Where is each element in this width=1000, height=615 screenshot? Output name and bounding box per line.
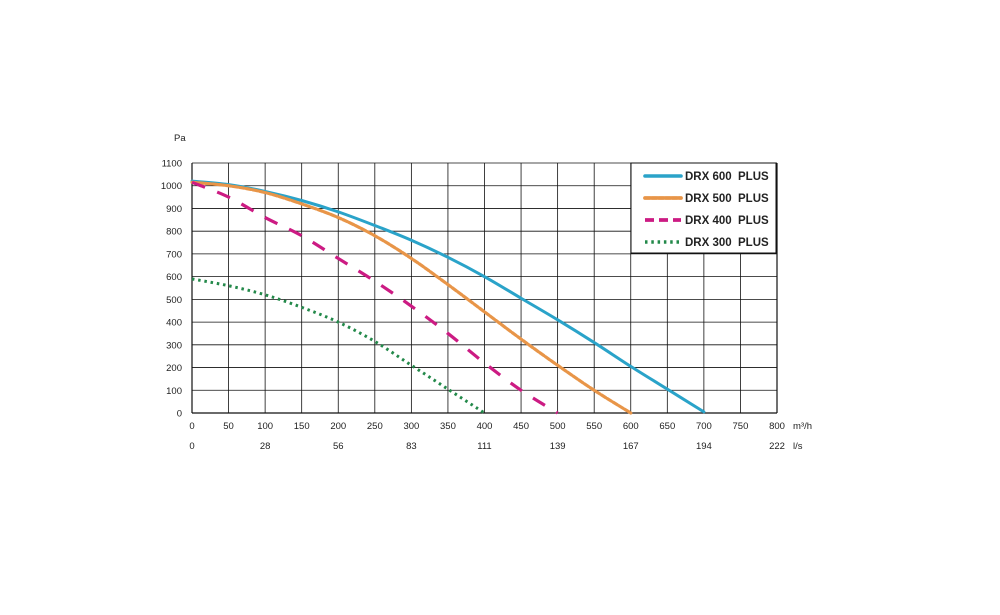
y-axis-ticks: 0 100 200 300 400 500 600 700 800 900 1000 1100 xyxy=(161,159,182,420)
series-line-drx-500 xyxy=(190,180,633,415)
series-lines xyxy=(190,179,706,415)
legend-series-suffix: PLUS xyxy=(738,193,769,205)
y-tick-label: 100 xyxy=(166,386,182,397)
x-tick-label-m3h: 500 xyxy=(550,421,566,432)
legend-series-name: DRX 300 xyxy=(685,237,732,249)
y-tick-label: 1000 xyxy=(161,181,182,192)
series-line-drx-300 xyxy=(191,277,486,415)
x-tick-label-ls: 28 xyxy=(260,441,271,452)
x-tick-label-m3h: 450 xyxy=(513,421,529,432)
legend-box xyxy=(630,162,777,254)
x-tick-label-m3h: 250 xyxy=(367,421,383,432)
x-tick-label-ls: 167 xyxy=(623,441,639,452)
y-tick-label: 1100 xyxy=(162,159,182,170)
legend-series-name: DRX 400 xyxy=(685,215,732,227)
x-tick-label-m3h: 600 xyxy=(623,421,639,432)
legend-series-suffix: PLUS xyxy=(738,171,769,183)
y-tick-label: 700 xyxy=(166,249,182,260)
legend-series-suffix: PLUS xyxy=(738,215,769,227)
x-tick-label-ls: 139 xyxy=(550,441,566,452)
x-axis-ticks-ls: 0 28 56 83 111 139 167 194 222 xyxy=(189,441,785,452)
y-tick-label: 200 xyxy=(166,363,182,374)
x-tick-label-ls: 83 xyxy=(406,441,417,452)
x-axis-unit-m3h: m³/h xyxy=(793,421,812,432)
x-tick-label-m3h: 300 xyxy=(403,421,419,432)
y-tick-label: 500 xyxy=(166,295,182,306)
y-tick-label: 400 xyxy=(166,318,182,329)
y-tick-label: 900 xyxy=(166,204,182,215)
y-tick-label: 800 xyxy=(166,227,182,238)
y-tick-label: 300 xyxy=(166,340,182,351)
x-tick-label-m3h: 50 xyxy=(223,421,234,432)
x-tick-label-m3h: 700 xyxy=(696,421,712,432)
x-tick-label-ls: 56 xyxy=(333,441,344,452)
x-tick-label-m3h: 800 xyxy=(769,421,785,432)
x-tick-label-m3h: 200 xyxy=(330,421,346,432)
legend-series-suffix: PLUS xyxy=(738,237,769,249)
x-tick-label-m3h: 750 xyxy=(733,421,749,432)
x-tick-label-ls: 111 xyxy=(477,441,491,452)
x-tick-label-m3h: 350 xyxy=(440,421,456,432)
x-tick-label-ls: 194 xyxy=(696,441,712,452)
x-tick-label-m3h: 0 xyxy=(189,421,194,432)
y-axis-label: Pa xyxy=(174,133,186,144)
series-line-drx-400 xyxy=(191,180,559,415)
legend-series-name: DRX 500 xyxy=(685,193,732,205)
legend-series-name: DRX 600 xyxy=(685,171,732,183)
x-tick-label-ls: 0 xyxy=(189,441,194,452)
x-tick-label-m3h: 150 xyxy=(294,421,310,432)
legend: DRX 600 PLUS DRX 500 PLUS DRX 400 PLUS DRX 300… xyxy=(630,162,777,254)
y-tick-label: 600 xyxy=(166,272,182,283)
x-axis-unit-ls: l/s xyxy=(793,441,803,452)
x-tick-label-m3h: 100 xyxy=(257,421,273,432)
x-tick-label-m3h: 400 xyxy=(477,421,493,432)
y-tick-label: 0 xyxy=(177,409,182,420)
x-tick-label-m3h: 650 xyxy=(659,421,675,432)
x-axis-ticks-m3h: 0 50 100 150 200 250 300 350 400 450 500 550 600 650 7… xyxy=(189,421,785,432)
x-tick-label-ls: 222 xyxy=(769,441,785,452)
x-tick-label-m3h: 550 xyxy=(586,421,602,432)
